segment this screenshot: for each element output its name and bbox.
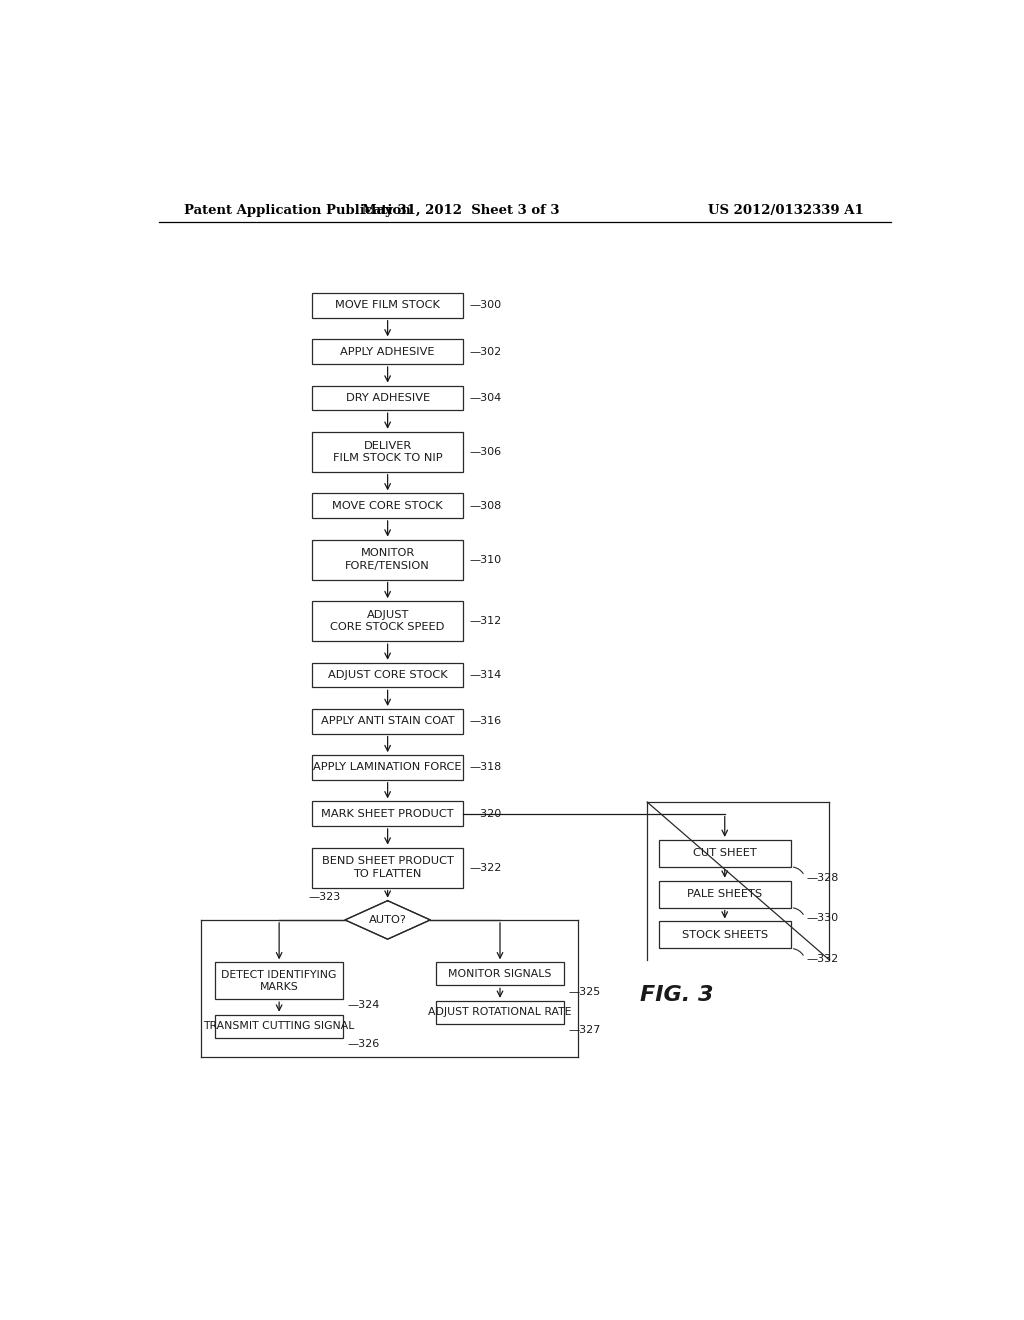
Text: —326: —326 <box>348 1039 380 1049</box>
FancyBboxPatch shape <box>312 540 463 579</box>
Text: AUTO?: AUTO? <box>369 915 407 925</box>
Text: —328: —328 <box>806 873 839 883</box>
FancyBboxPatch shape <box>312 432 463 471</box>
FancyBboxPatch shape <box>312 847 463 887</box>
Text: DRY ADHESIVE: DRY ADHESIVE <box>345 393 430 403</box>
Text: APPLY ANTI STAIN COAT: APPLY ANTI STAIN COAT <box>321 717 455 726</box>
FancyBboxPatch shape <box>215 1015 343 1038</box>
Text: DELIVER
FILM STOCK TO NIP: DELIVER FILM STOCK TO NIP <box>333 441 442 463</box>
Text: DETECT IDENTIFYING
MARKS: DETECT IDENTIFYING MARKS <box>221 970 337 991</box>
Text: —304: —304 <box>469 393 502 403</box>
Text: —322: —322 <box>469 862 502 873</box>
Text: CUT SHEET: CUT SHEET <box>693 849 757 858</box>
FancyBboxPatch shape <box>312 293 463 318</box>
Text: —310: —310 <box>469 554 502 565</box>
Text: May 31, 2012  Sheet 3 of 3: May 31, 2012 Sheet 3 of 3 <box>362 205 560 218</box>
Text: —324: —324 <box>348 1001 380 1010</box>
FancyBboxPatch shape <box>658 880 791 908</box>
Text: —323: —323 <box>309 892 341 902</box>
FancyBboxPatch shape <box>312 755 463 780</box>
Text: MOVE FILM STOCK: MOVE FILM STOCK <box>335 301 440 310</box>
Text: —316: —316 <box>469 717 502 726</box>
FancyBboxPatch shape <box>658 840 791 867</box>
Text: APPLY ADHESIVE: APPLY ADHESIVE <box>340 347 435 356</box>
FancyBboxPatch shape <box>312 385 463 411</box>
FancyBboxPatch shape <box>312 663 463 688</box>
FancyBboxPatch shape <box>658 921 791 948</box>
Text: —327: —327 <box>568 1026 601 1035</box>
Text: —308: —308 <box>469 500 502 511</box>
FancyBboxPatch shape <box>436 962 564 985</box>
Polygon shape <box>345 900 430 940</box>
FancyBboxPatch shape <box>312 801 463 826</box>
Text: —320: —320 <box>469 809 502 818</box>
Text: —330: —330 <box>806 913 839 924</box>
Text: —306: —306 <box>469 446 502 457</box>
Text: ADJUST CORE STOCK: ADJUST CORE STOCK <box>328 671 447 680</box>
FancyBboxPatch shape <box>312 709 463 734</box>
FancyBboxPatch shape <box>436 1001 564 1024</box>
Text: Patent Application Publication: Patent Application Publication <box>183 205 411 218</box>
Text: PALE SHEETS: PALE SHEETS <box>687 890 762 899</box>
Text: BEND SHEET PRODUCT
TO FLATTEN: BEND SHEET PRODUCT TO FLATTEN <box>322 857 454 879</box>
FancyBboxPatch shape <box>312 601 463 642</box>
Text: ADJUST
CORE STOCK SPEED: ADJUST CORE STOCK SPEED <box>331 610 444 632</box>
Text: MONITOR
FORE/TENSION: MONITOR FORE/TENSION <box>345 548 430 570</box>
FancyBboxPatch shape <box>215 962 343 999</box>
Text: FIG. 3: FIG. 3 <box>640 985 713 1005</box>
Text: ADJUST ROTATIONAL RATE: ADJUST ROTATIONAL RATE <box>428 1007 571 1018</box>
Text: —300: —300 <box>469 301 502 310</box>
Text: STOCK SHEETS: STOCK SHEETS <box>682 931 768 940</box>
Text: —314: —314 <box>469 671 502 680</box>
Text: MOVE CORE STOCK: MOVE CORE STOCK <box>333 500 443 511</box>
Text: MARK SHEET PRODUCT: MARK SHEET PRODUCT <box>322 809 454 818</box>
Text: —318: —318 <box>469 763 502 772</box>
Text: —312: —312 <box>469 616 502 626</box>
Text: —325: —325 <box>568 986 601 997</box>
Text: —332: —332 <box>806 954 839 964</box>
FancyBboxPatch shape <box>312 339 463 364</box>
Text: US 2012/0132339 A1: US 2012/0132339 A1 <box>709 205 864 218</box>
Text: APPLY LAMINATION FORCE: APPLY LAMINATION FORCE <box>313 763 462 772</box>
FancyBboxPatch shape <box>312 494 463 517</box>
Text: TRANSMIT CUTTING SIGNAL: TRANSMIT CUTTING SIGNAL <box>204 1022 354 1031</box>
Text: MONITOR SIGNALS: MONITOR SIGNALS <box>449 969 552 979</box>
Text: —302: —302 <box>469 347 502 356</box>
